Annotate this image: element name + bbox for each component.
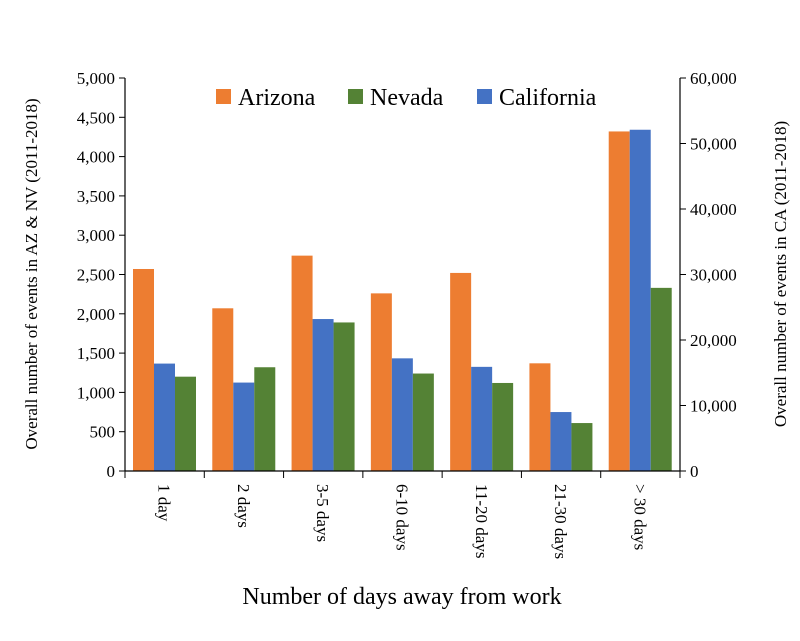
legend-swatch-california <box>477 89 492 104</box>
left-y-tick-label: 4,000 <box>77 148 115 167</box>
bar-nevada-21-30-days <box>571 423 593 471</box>
right-y-tick-label: 10,000 <box>690 397 737 416</box>
bar-nevada-6-10-days <box>412 373 434 471</box>
bar-arizona-2-days <box>212 308 234 471</box>
bar-california-2-days <box>233 382 255 471</box>
right-y-tick-label: 20,000 <box>690 331 737 350</box>
bar-nevada-11-20-days <box>492 382 514 471</box>
category-label-21-30-days: 21-30 days <box>551 484 570 559</box>
legend-swatch-arizona <box>216 89 231 104</box>
right-y-tick-label: 40,000 <box>690 200 737 219</box>
left-y-tick-label: 3,500 <box>77 187 115 206</box>
left-y-tick-label: 4,500 <box>77 108 115 127</box>
left-y-tick-label: 5,000 <box>77 69 115 88</box>
left-y-tick-label: 0 <box>107 462 116 481</box>
bar-nevada-30-days <box>650 287 672 471</box>
legend-label-arizona: Arizona <box>238 85 316 111</box>
bar-california-3-5-days <box>312 319 334 471</box>
bar-nevada-2-days <box>254 367 276 471</box>
left-y-axis-title: Overall number of events in AZ & NV (201… <box>22 98 41 449</box>
legend-label-nevada: Nevada <box>370 85 444 111</box>
bar-arizona-3-5-days <box>291 255 313 471</box>
bar-california-1-day <box>154 363 175 471</box>
category-label-11-20-days: 11-20 days <box>472 484 491 558</box>
left-y-ticks: 0 500 1,000 1,500 2,000 2,500 3,000 3,500 4,000 4… <box>77 69 125 481</box>
bar-nevada-1-day <box>175 376 196 471</box>
category-label-3-5-days: 3-5 days <box>313 484 332 542</box>
left-y-tick-label: 2,000 <box>77 305 115 324</box>
category-labels: 1 day 2 days 3-5 days 6-10 days 11-20 days 21… <box>155 484 650 559</box>
bar-arizona-1-day <box>133 268 154 471</box>
bar-arizona-21-30-days <box>529 363 551 471</box>
bar-arizona-30-days <box>608 131 630 471</box>
legend: Arizona Nevada California <box>216 85 597 111</box>
bar-california-30-days <box>629 129 651 471</box>
bar-arizona-11-20-days <box>450 272 472 471</box>
bar-california-21-30-days <box>550 412 572 471</box>
right-y-tick-label: 50,000 <box>690 135 737 154</box>
right-y-axis-title: Overall number of events in CA (2011-201… <box>771 121 790 427</box>
left-y-tick-label: 500 <box>90 423 116 442</box>
right-y-tick-label: 60,000 <box>690 69 737 88</box>
category-label-2-days: 2 days <box>234 484 253 528</box>
bar-arizona-6-10-days <box>370 293 392 471</box>
right-y-tick-label: 0 <box>690 462 699 481</box>
bar-california-11-20-days <box>471 366 493 471</box>
left-y-tick-label: 2,500 <box>77 266 115 285</box>
category-label-6-10-days: 6-10 days <box>393 484 412 551</box>
legend-swatch-nevada <box>348 89 363 104</box>
category-label-30-days: > 30 days <box>630 484 649 550</box>
category-label-1-day: 1 day <box>155 484 174 522</box>
left-y-tick-label: 1,500 <box>77 344 115 363</box>
bar-nevada-3-5-days <box>333 322 355 471</box>
legend-label-california: California <box>499 85 597 111</box>
x-ticks <box>124 471 681 478</box>
bars <box>133 129 672 471</box>
left-y-tick-label: 1,000 <box>77 383 115 402</box>
x-axis-title: Number of days away from work <box>242 584 561 610</box>
right-y-tick-label: 30,000 <box>690 266 737 285</box>
bar-california-6-10-days <box>391 358 413 471</box>
left-y-tick-label: 3,000 <box>77 226 115 245</box>
right-y-ticks: 0 10,000 20,000 30,000 40,000 50,000 60,000 <box>680 69 737 481</box>
